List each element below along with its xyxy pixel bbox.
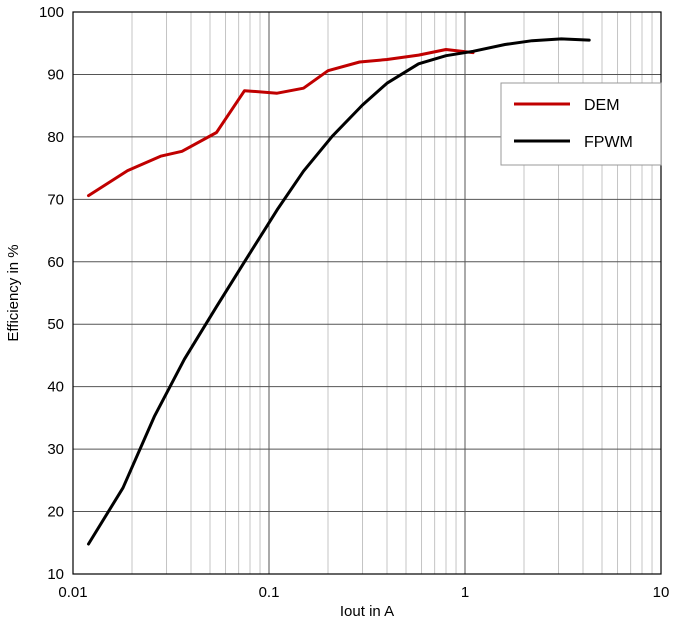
legend-box [500,82,662,166]
tick-labels: 10 20 30 40 50 60 70 80 90 100 0.01 0.1 1 10 [39,4,669,601]
x-tick-label: 0.01 [58,584,87,601]
y-tick-label: 60 [47,254,64,271]
y-tick-label: 90 [47,66,64,83]
y-tick-label: 100 [39,4,64,21]
y-tick-label: 50 [47,316,64,333]
y-tick-label: 20 [47,504,64,521]
y-axis-title: Efficiency in % [5,244,22,341]
legend-label-fpwm: FPWM [584,134,633,151]
legend-label-dem: DEM [584,97,620,114]
y-tick-label: 80 [47,129,64,146]
plot-area-frame [72,11,662,575]
legend: DEM FPWM [500,82,662,166]
x-tick-label: 10 [653,584,670,601]
series-line-fpwm [87,37,591,546]
x-axis-title: Iout in A [340,603,394,620]
y-tick-label: 10 [47,566,64,583]
series-line-dem [87,48,475,198]
x-tick-label: 1 [461,584,469,601]
y-tick-label: 30 [47,441,64,458]
x-tick-label: 0.1 [259,584,280,601]
series-lines [87,37,591,546]
y-tick-label: 70 [47,191,64,208]
y-tick-label: 40 [47,379,64,396]
